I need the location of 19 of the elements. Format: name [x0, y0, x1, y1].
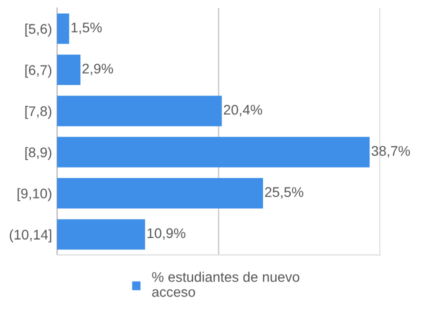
y-tick-label: (10,14]	[10, 229, 52, 242]
data-label: 1,5%	[72, 22, 102, 34]
bar	[57, 219, 146, 250]
bar	[57, 54, 80, 86]
y-tick-label: [8,9)	[25, 147, 52, 160]
y-tick-label: [9,10)	[18, 188, 52, 202]
data-label: 20,4%	[224, 104, 262, 116]
bar	[57, 96, 222, 126]
data-label: 38,7%	[372, 146, 410, 158]
bar	[57, 136, 370, 168]
data-label: 10,9%	[148, 228, 186, 240]
y-tick-label: [6,7)	[25, 64, 52, 78]
bar	[57, 13, 70, 44]
data-label: 25,5%	[265, 187, 304, 199]
y-tick-label: [5,6)	[25, 24, 52, 37]
bar	[57, 178, 264, 208]
legend-label: % estudiantes de nuevo acceso	[152, 272, 300, 297]
y-tick-label: [7,8)	[25, 106, 52, 119]
data-label: 2,9%	[82, 64, 114, 76]
